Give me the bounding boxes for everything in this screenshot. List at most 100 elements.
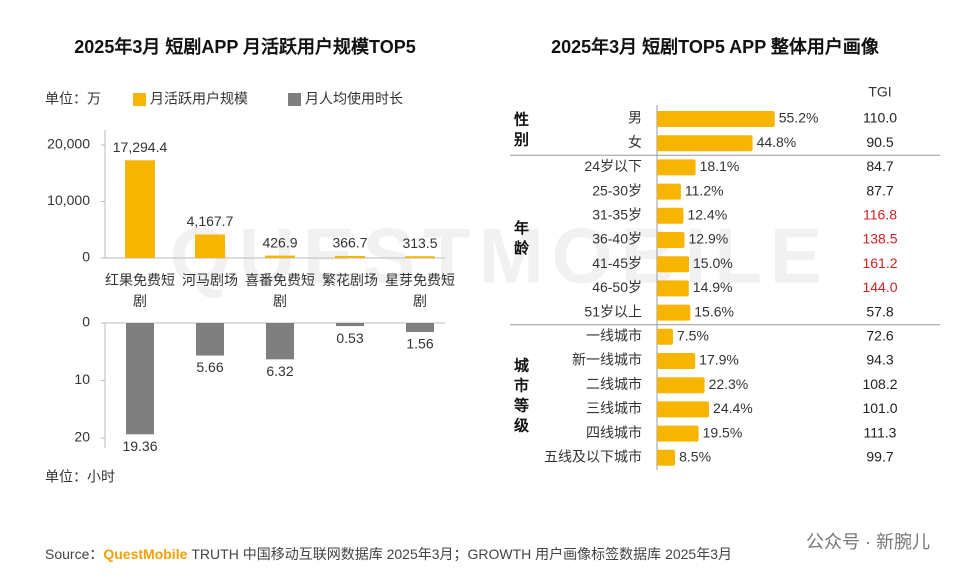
tgi-header: TGI bbox=[868, 84, 891, 100]
value-label: 1.56 bbox=[406, 336, 433, 352]
y2-tick-label: 20 bbox=[74, 429, 90, 445]
bar bbox=[657, 207, 684, 224]
tgi-value: 101.0 bbox=[862, 400, 897, 416]
group-label: 年龄 bbox=[512, 219, 529, 260]
bar bbox=[335, 255, 365, 258]
x-tick-label: 繁花剧场 bbox=[322, 272, 378, 288]
bar bbox=[657, 328, 673, 345]
bar bbox=[657, 304, 691, 321]
value-label: 426.9 bbox=[262, 234, 297, 250]
category-label: 51岁以上 bbox=[584, 303, 642, 319]
bar bbox=[657, 111, 775, 127]
x-tick-label: 星芽免费短剧 bbox=[385, 272, 455, 309]
value-label: 22.3% bbox=[709, 376, 749, 392]
value-label: 18.1% bbox=[700, 158, 740, 174]
value-label: 55.2% bbox=[779, 110, 819, 126]
category-label: 二线城市 bbox=[586, 376, 642, 392]
source-note: Source：QuestMobile TRUTH 中国移动互联网数据库 2025年… bbox=[45, 546, 732, 563]
tgi-value: 144.0 bbox=[862, 279, 897, 295]
category-label: 五线及以下城市 bbox=[544, 449, 642, 465]
value-label: 4,167.7 bbox=[187, 213, 234, 229]
tgi-value: 111.3 bbox=[864, 424, 897, 440]
y-tick-label: 10,000 bbox=[47, 192, 90, 208]
value-label: 44.8% bbox=[757, 134, 797, 150]
value-label: 366.7 bbox=[332, 235, 367, 251]
value-label: 11.2% bbox=[685, 182, 724, 198]
x-tick-label-box: 星芽免费短剧 bbox=[385, 272, 455, 309]
tgi-value: 72.6 bbox=[866, 328, 893, 344]
bar bbox=[657, 377, 705, 394]
y-tick-label: 20,000 bbox=[47, 136, 90, 152]
bar bbox=[657, 256, 689, 273]
unit-label: 单位：小时 bbox=[45, 469, 115, 485]
x-tick-label-box: 红果免费短剧 bbox=[105, 272, 175, 309]
tgi-value: 87.7 bbox=[866, 182, 893, 198]
chart-title: 2025年3月 短剧APP 月活跃用户规模TOP5 bbox=[74, 36, 415, 57]
bar bbox=[196, 323, 224, 356]
value-label: 14.9% bbox=[693, 279, 733, 295]
value-label: 12.4% bbox=[687, 207, 727, 223]
brand: QuestMobile bbox=[103, 546, 187, 562]
category-label: 41-45岁 bbox=[592, 255, 642, 271]
tgi-value: 161.2 bbox=[862, 255, 897, 271]
bar bbox=[657, 353, 696, 369]
value-label: 12.9% bbox=[689, 231, 729, 247]
value-label: 19.5% bbox=[703, 424, 743, 440]
category-label: 24岁以下 bbox=[584, 158, 642, 174]
chart-title: 2025年3月 短剧TOP5 APP 整体用户画像 bbox=[551, 36, 880, 57]
value-label: 313.5 bbox=[402, 235, 437, 251]
category-label: 三线城市 bbox=[586, 400, 642, 416]
legend-label: 月活跃用户规模 bbox=[150, 91, 248, 107]
bar bbox=[265, 255, 295, 258]
bar bbox=[125, 160, 155, 258]
unit-label: 单位：万 bbox=[45, 91, 101, 107]
x-tick-label: 喜番免费短剧 bbox=[245, 272, 315, 309]
bar bbox=[657, 401, 710, 418]
legend-swatch bbox=[133, 93, 146, 106]
tgi-value: 84.7 bbox=[866, 158, 893, 174]
bar bbox=[336, 323, 364, 327]
value-label: 0.53 bbox=[336, 330, 363, 346]
x-tick-label-box: 繁花剧场 bbox=[322, 272, 378, 288]
tgi-value: 116.8 bbox=[863, 207, 897, 223]
y-tick-label: 0 bbox=[82, 249, 90, 265]
bar bbox=[657, 425, 699, 442]
legend-label: 月人均使用时长 bbox=[305, 91, 403, 107]
value-label: 7.5% bbox=[677, 328, 709, 344]
tgi-value: 90.5 bbox=[866, 134, 893, 150]
tgi-value: 57.8 bbox=[866, 303, 893, 319]
category-label: 25-30岁 bbox=[592, 182, 642, 198]
value-label: 15.0% bbox=[693, 255, 733, 271]
bar bbox=[657, 135, 753, 152]
bar bbox=[405, 256, 435, 258]
category-label: 四线城市 bbox=[586, 424, 642, 440]
value-label: 19.36 bbox=[122, 438, 157, 454]
group-label: 城市等级 bbox=[512, 357, 529, 438]
bar bbox=[657, 159, 696, 176]
tgi-value: 138.5 bbox=[862, 231, 897, 247]
value-label: 24.4% bbox=[713, 400, 753, 416]
tgi-value: 99.7 bbox=[866, 449, 893, 465]
value-label: 17.9% bbox=[699, 352, 739, 368]
category-label: 新一线城市 bbox=[572, 352, 642, 368]
category-label: 36-40岁 bbox=[592, 231, 642, 247]
tgi-value: 94.3 bbox=[866, 352, 893, 368]
watermark: 公众号 · 新腕儿 bbox=[806, 532, 930, 552]
value-label: 8.5% bbox=[679, 449, 711, 465]
x-tick-label: 红果免费短剧 bbox=[105, 272, 175, 309]
x-tick-label-box: 喜番免费短剧 bbox=[245, 272, 315, 309]
y2-tick-label: 0 bbox=[82, 314, 90, 330]
value-label: 5.66 bbox=[196, 359, 223, 375]
bar bbox=[657, 232, 685, 248]
y2-tick-label: 10 bbox=[74, 371, 90, 387]
value-label: 6.32 bbox=[266, 363, 293, 379]
value-label: 15.6% bbox=[694, 303, 734, 319]
legend-swatch bbox=[288, 93, 301, 106]
bar bbox=[126, 323, 154, 435]
tgi-value: 110.0 bbox=[863, 110, 897, 126]
category-label: 一线城市 bbox=[586, 328, 642, 344]
bar bbox=[266, 323, 294, 360]
bar bbox=[657, 449, 676, 466]
x-tick-label: 河马剧场 bbox=[182, 272, 238, 288]
